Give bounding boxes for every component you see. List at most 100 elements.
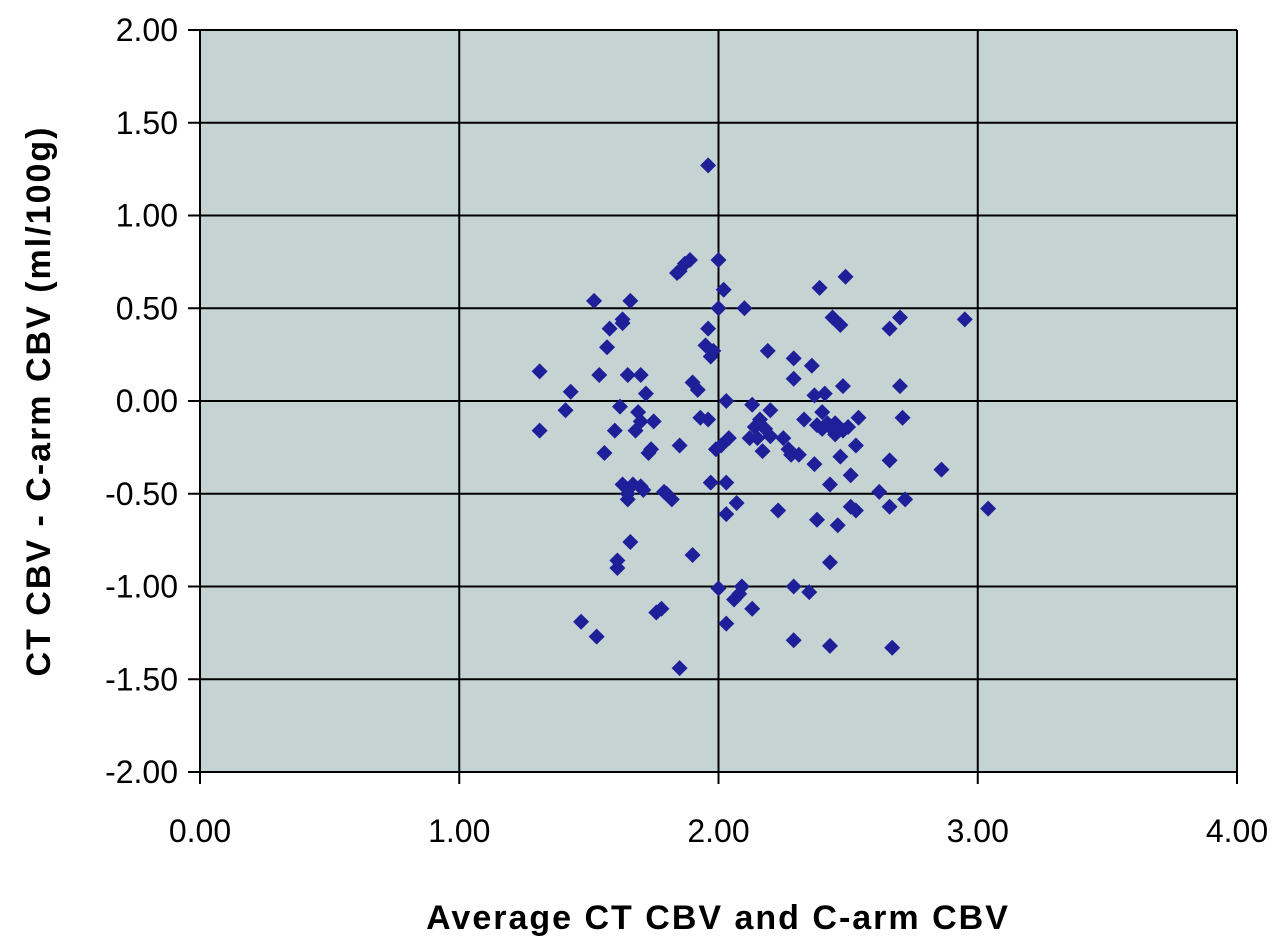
y-tick-label: 1.00 <box>116 198 178 234</box>
data-point <box>562 383 579 400</box>
data-point <box>806 387 823 404</box>
y-tick-label: 0.50 <box>116 290 178 326</box>
data-point <box>891 378 908 395</box>
data-point <box>832 448 849 465</box>
data-point <box>733 578 750 595</box>
data-point <box>840 418 857 435</box>
data-point <box>821 476 838 493</box>
data-point <box>881 498 898 515</box>
data-point <box>956 311 973 328</box>
data-point <box>710 580 727 597</box>
data-point <box>632 367 649 384</box>
data-point <box>744 396 761 413</box>
data-point <box>684 546 701 563</box>
y-tick-label: 0.00 <box>116 383 178 419</box>
data-point <box>728 495 745 512</box>
y-axis-title: CT CBV - C-arm CBV (ml/100g) <box>20 126 58 677</box>
data-point <box>785 632 802 649</box>
data-point <box>700 157 717 174</box>
data-point <box>588 628 605 645</box>
data-point <box>531 422 548 439</box>
data-point <box>871 483 888 500</box>
axes <box>188 29 1238 784</box>
data-point <box>718 506 735 523</box>
data-point <box>754 443 771 460</box>
data-point <box>762 402 779 419</box>
data-point <box>790 446 807 463</box>
data-point <box>700 320 717 337</box>
data-point <box>653 600 670 617</box>
data-point <box>622 533 639 550</box>
data-point <box>775 430 792 447</box>
data-point <box>814 404 831 421</box>
data-point <box>619 367 636 384</box>
data-point <box>891 309 908 326</box>
y-tick-label: -1.00 <box>105 569 178 605</box>
data-point <box>736 300 753 317</box>
data-point <box>759 342 776 359</box>
data-point <box>933 461 950 478</box>
data-point <box>645 413 662 430</box>
x-tick-label: 0.00 <box>169 813 231 849</box>
data-point <box>894 409 911 426</box>
tick-labels: 2.00 1.50 1.00 0.50 0.00 -0.50 -1.00 -1.50 -2.00… <box>105 12 1268 849</box>
data-point <box>809 511 826 528</box>
data-point <box>681 252 698 269</box>
y-tick-label: -1.50 <box>105 661 178 697</box>
data-point <box>749 430 766 447</box>
data-point <box>785 578 802 595</box>
data-point <box>637 385 654 402</box>
data-point <box>744 600 761 617</box>
data-point <box>573 613 590 630</box>
data-point <box>700 411 717 428</box>
data-point <box>884 639 901 656</box>
data-point <box>599 339 616 356</box>
data-point <box>671 437 688 454</box>
data-point <box>811 279 828 296</box>
data-point <box>834 378 851 395</box>
data-point <box>635 482 652 499</box>
data-point <box>801 584 818 601</box>
data-point <box>606 422 623 439</box>
data-point <box>829 517 846 534</box>
data-point <box>847 502 864 519</box>
data-point <box>803 357 820 374</box>
data-point <box>611 398 628 415</box>
data-point <box>531 363 548 380</box>
data-point <box>715 281 732 298</box>
data-point <box>881 452 898 469</box>
data-point <box>837 268 854 285</box>
data-point <box>785 370 802 387</box>
data-point <box>821 637 838 654</box>
y-tick-label: 2.00 <box>116 12 178 48</box>
data-point <box>718 393 735 409</box>
data-point <box>591 367 608 384</box>
data-point <box>816 385 833 402</box>
data-point <box>596 444 613 461</box>
data-point <box>806 456 823 473</box>
y-tick-label: 1.50 <box>116 105 178 141</box>
data-points <box>531 157 997 677</box>
data-point <box>785 350 802 367</box>
data-point <box>586 292 603 309</box>
data-point <box>718 474 735 491</box>
data-point <box>980 500 997 517</box>
data-point <box>557 402 574 419</box>
data-point <box>718 615 735 632</box>
y-tick-label: -0.50 <box>105 476 178 512</box>
data-point <box>619 491 636 508</box>
data-point <box>614 311 631 328</box>
data-point <box>881 320 898 337</box>
data-point <box>897 491 914 508</box>
data-point <box>842 467 859 484</box>
data-point <box>702 474 719 491</box>
data-point <box>689 381 706 398</box>
y-tick-label: -2.00 <box>105 754 178 790</box>
data-point <box>643 441 660 458</box>
data-point <box>762 428 779 445</box>
x-tick-label: 2.00 <box>687 813 749 849</box>
x-axis-title: Average CT CBV and C-arm CBV <box>426 899 1010 937</box>
data-point <box>770 502 787 519</box>
data-point <box>622 292 639 309</box>
